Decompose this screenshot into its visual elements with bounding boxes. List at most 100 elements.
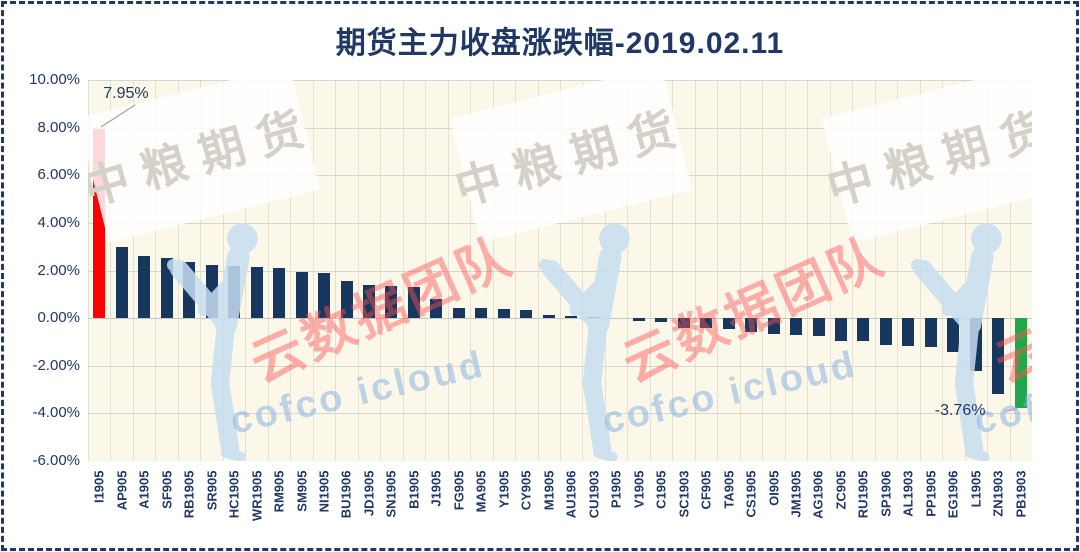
vertical-gridline bbox=[380, 80, 381, 461]
x-tick-label: OI905 bbox=[766, 470, 782, 506]
vertical-gridline bbox=[830, 80, 831, 461]
bar-AG1906 bbox=[812, 318, 825, 336]
bar-A1905 bbox=[138, 256, 151, 319]
bar-AL1903 bbox=[902, 318, 915, 346]
chart-title: 期货主力收盘涨跌幅-2019.02.11 bbox=[335, 27, 785, 60]
vertical-gridline bbox=[155, 80, 156, 461]
x-tick-label: JM1905 bbox=[788, 470, 804, 518]
bar-V1905 bbox=[632, 318, 645, 322]
x-tick-label: P1905 bbox=[608, 470, 624, 509]
x-tick-label: SN1905 bbox=[383, 470, 399, 518]
bar-RM905 bbox=[273, 268, 285, 319]
x-tick-label: AG1906 bbox=[810, 470, 826, 519]
x-tick-label: SC1903 bbox=[676, 470, 692, 518]
x-tick-label: CY905 bbox=[518, 470, 534, 511]
vertical-gridline bbox=[695, 80, 696, 461]
x-tick-label: ZN1903 bbox=[990, 470, 1006, 517]
vertical-gridline bbox=[88, 80, 89, 461]
vertical-gridline bbox=[493, 80, 494, 461]
vertical-gridline bbox=[875, 80, 876, 461]
x-tick-label: RM905 bbox=[271, 470, 287, 513]
watermark-brand-text: 中粮期货 bbox=[821, 98, 1032, 215]
vertical-gridline bbox=[582, 80, 583, 461]
zero-gridline bbox=[88, 318, 1032, 319]
bar-ZN1903 bbox=[992, 318, 1005, 395]
vertical-gridline bbox=[448, 80, 449, 461]
vertical-gridline bbox=[335, 80, 336, 461]
x-tick-label: A1905 bbox=[136, 470, 152, 509]
y-tick-label: 8.00% bbox=[37, 118, 80, 136]
vertical-gridline bbox=[965, 80, 966, 461]
y-tick-label: -4.00% bbox=[32, 404, 80, 422]
vertical-gridline bbox=[515, 80, 516, 461]
x-tick-label: TA905 bbox=[721, 470, 737, 509]
y-tick-label: 10.00% bbox=[29, 71, 80, 88]
x-tick-label: AU1906 bbox=[563, 470, 579, 519]
bar-JM1905 bbox=[790, 318, 802, 335]
x-tick-label: PB1903 bbox=[1013, 470, 1029, 518]
bar-BU1906 bbox=[340, 281, 353, 319]
vertical-gridline bbox=[942, 80, 943, 461]
data-label-PB1903: -3.76% bbox=[934, 401, 986, 419]
bar-CS1905 bbox=[745, 318, 757, 333]
x-tick-label: PP1905 bbox=[923, 470, 939, 517]
horizontal-gridline bbox=[88, 223, 1032, 224]
plot-area: 中粮期货 云数据团队 cofco icloud 中粮期货 云数据团队 cofco ic… bbox=[88, 80, 1032, 461]
data-label-I1905: 7.95% bbox=[103, 84, 149, 102]
x-tick-label: J1905 bbox=[428, 470, 444, 507]
x-tick-label: B1905 bbox=[406, 470, 422, 509]
x-tick-label: NI1905 bbox=[316, 470, 332, 513]
x-tick-label: SM905 bbox=[294, 470, 310, 512]
x-tick-label: Y1905 bbox=[496, 470, 512, 509]
bar-MA905 bbox=[475, 308, 488, 319]
x-tick-label: SP1906 bbox=[878, 470, 894, 517]
horizontal-gridline bbox=[88, 80, 1032, 81]
bar-WR1905 bbox=[250, 267, 263, 319]
x-tick-label: MA905 bbox=[473, 470, 489, 513]
bar-PB1903 bbox=[1014, 318, 1027, 408]
vertical-gridline bbox=[470, 80, 471, 461]
vertical-gridline bbox=[785, 80, 786, 461]
vertical-gridline bbox=[740, 80, 741, 461]
vertical-gridline bbox=[1010, 80, 1011, 461]
bar-PP1905 bbox=[924, 318, 937, 347]
vertical-gridline bbox=[672, 80, 673, 461]
bar-EG1906 bbox=[947, 318, 960, 352]
vertical-gridline bbox=[807, 80, 808, 461]
vertical-gridline bbox=[200, 80, 201, 461]
x-tick-label: AP905 bbox=[114, 470, 130, 511]
bar-ZC905 bbox=[835, 318, 847, 341]
bar-J1905 bbox=[430, 299, 443, 319]
x-tick-label: C1905 bbox=[653, 470, 669, 509]
y-tick-label: -6.00% bbox=[32, 452, 80, 469]
vertical-gridline bbox=[627, 80, 628, 461]
bar-FG905 bbox=[452, 307, 465, 319]
x-tick-label: HC1905 bbox=[226, 470, 242, 519]
vertical-gridline bbox=[268, 80, 269, 461]
x-tick-label: I1905 bbox=[91, 470, 107, 504]
watermark-kicker-figure bbox=[538, 223, 630, 461]
x-tick-label: RU1905 bbox=[855, 470, 871, 519]
bar-SC1903 bbox=[677, 318, 690, 329]
x-tick-label: CU1903 bbox=[586, 470, 602, 519]
watermark-kicker-figure bbox=[166, 223, 258, 461]
bar-SN1905 bbox=[385, 286, 398, 319]
bar-CY905 bbox=[520, 310, 533, 319]
bar-OI905 bbox=[767, 318, 780, 334]
horizontal-gridline bbox=[88, 413, 1032, 414]
vertical-gridline bbox=[223, 80, 224, 461]
vertical-gridline bbox=[110, 80, 111, 461]
x-tick-label: BU1906 bbox=[338, 470, 354, 519]
x-tick-label: M1905 bbox=[541, 470, 557, 511]
y-tick-label: 4.00% bbox=[37, 213, 80, 231]
bar-SM905 bbox=[295, 271, 308, 319]
bar-TA905 bbox=[722, 318, 735, 329]
vertical-gridline bbox=[425, 80, 426, 461]
vertical-gridline bbox=[717, 80, 718, 461]
x-tick-label: AL1903 bbox=[900, 470, 916, 517]
x-tick-label: RB1905 bbox=[181, 470, 197, 519]
y-tick-label: -2.00% bbox=[32, 356, 80, 374]
vertical-gridline bbox=[762, 80, 763, 461]
y-tick-label: 6.00% bbox=[37, 166, 80, 184]
